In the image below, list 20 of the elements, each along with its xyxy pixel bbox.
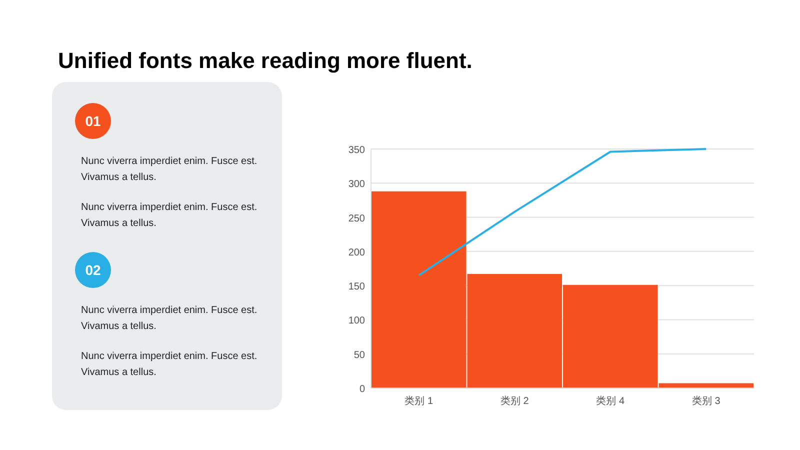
line-series: [418, 148, 708, 276]
text: Nunc viverra imperdiet enim. Fusce est. Vivamus a tellus.: [81, 202, 258, 229]
text: 01: [85, 113, 101, 129]
x-tick-label: 类别 1: [404, 395, 434, 407]
text: Nunc viverra imperdiet enim. Fusce est. Vivamus a tellus.: [81, 305, 258, 332]
y-tick-label: 150: [348, 282, 366, 293]
x-tick-label: 类别 4: [596, 395, 625, 407]
y-tick-label: 0: [359, 384, 366, 395]
text: 02: [85, 262, 101, 278]
x-tick-label: 类别 2: [500, 395, 530, 407]
y-tick-label: 100: [348, 316, 366, 327]
y-tick-label: 350: [348, 145, 366, 156]
text: Nunc viverra imperdiet enim. Fusce est. Vivamus a tellus.: [81, 156, 258, 183]
text: Nunc viverra imperdiet enim. Fusce est. Vivamus a tellus.: [81, 351, 258, 378]
y-tick-label: 200: [348, 247, 366, 258]
y-tick-label: 250: [348, 213, 366, 224]
y-tick-label: 50: [354, 350, 366, 361]
x-tick-label: 类别 3: [692, 395, 721, 407]
text: Unified fonts make reading more fluent.: [58, 48, 472, 73]
y-tick-label: 300: [348, 179, 366, 190]
